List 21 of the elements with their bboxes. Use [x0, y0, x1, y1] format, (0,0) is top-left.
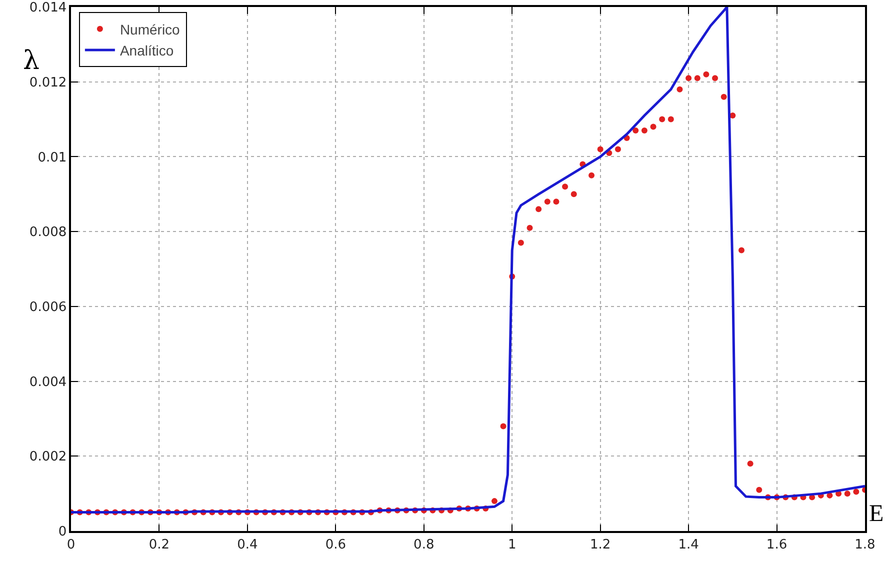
- y-axis-title: λ: [23, 46, 40, 76]
- x-tick-label: 1.6: [766, 537, 788, 552]
- y-tick-label: 0: [58, 524, 67, 540]
- x-tick-label: 1.4: [678, 537, 699, 552]
- x-axis-title: E: [869, 501, 884, 527]
- x-tick-label: 0.2: [148, 537, 170, 552]
- y-tick-label: 0.012: [29, 75, 67, 90]
- x-tick-label: 0.4: [237, 537, 258, 552]
- y-tick-label: 0.002: [29, 450, 67, 465]
- y-tick-label: 0.006: [29, 300, 67, 315]
- y-tick-label: 0.014: [29, 0, 67, 16]
- x-tick-label: 0.6: [325, 537, 346, 552]
- x-tick-label: 1.8: [854, 537, 876, 552]
- x-tick-label: 1.2: [590, 537, 611, 552]
- x-tick-label: 0.8: [414, 537, 434, 552]
- y-tick-label: 0.004: [29, 374, 67, 390]
- y-tick-label: 0.008: [29, 225, 67, 240]
- legend-label: Analítico: [120, 42, 174, 58]
- y-tick-label: 0.01: [38, 150, 67, 166]
- legend-label: Numérico: [120, 21, 180, 38]
- x-tick-label: 1: [508, 537, 516, 552]
